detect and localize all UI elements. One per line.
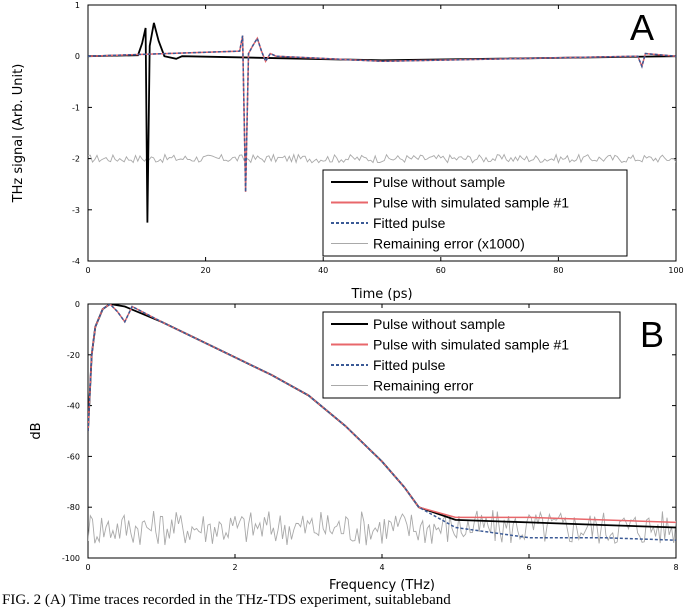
legend-entry: Remaining error (x1000) (373, 236, 525, 252)
panel-letter: B (640, 314, 664, 355)
y-tick-label: -40 (67, 402, 80, 411)
legend-box (322, 311, 621, 399)
x-tick-label: 60 (436, 266, 446, 275)
x-tick-label: 2 (232, 563, 237, 572)
x-tick-label: 80 (553, 266, 563, 275)
series-line-3 (88, 304, 676, 541)
y-tick-label: 0 (75, 300, 80, 309)
legend: Pulse without sample Pulse with simulated… (322, 169, 628, 257)
x-axis-label: Frequency (THz) (329, 578, 435, 592)
legend-entry: Pulse with simulated sample #1 (373, 337, 569, 353)
figure-caption: FIG. 2 (A) Time traces recorded in the T… (2, 592, 451, 608)
plot-area (88, 304, 676, 546)
x-tick-label: 8 (673, 563, 678, 572)
panel-b-chart: 0 2 4 6 8 0 -20 -40 -60 -80 -100 Frequency (THz) dB P… (29, 300, 679, 592)
y-tick-label: 1 (75, 1, 80, 10)
y-tick-label: -3 (72, 206, 80, 215)
y-tick-label: 0 (75, 52, 80, 61)
panel-a-chart: 0 20 40 60 80 100 1 0 -1 -2 -3 -4 Time (ps) THz signa… (11, 1, 684, 302)
legend-entry: Pulse without sample (373, 316, 506, 332)
y-tick-label: -100 (62, 554, 80, 563)
y-tick-label: -20 (67, 351, 80, 360)
y-tick-label: -1 (72, 103, 80, 112)
series-line-4 (88, 153, 676, 165)
legend-box (322, 169, 628, 257)
x-axis-label: Time (ps) (350, 287, 412, 302)
legend-entry: Fitted pulse (373, 357, 446, 373)
legend: Pulse without sample Pulse with simulated… (322, 311, 621, 399)
series-line-4 (88, 510, 676, 546)
series-line-3 (88, 35, 676, 192)
y-tick-label: -80 (67, 503, 80, 512)
legend-entry: Fitted pulse (373, 215, 446, 231)
x-tick-label: 6 (526, 563, 531, 572)
x-tick-label: 20 (201, 266, 211, 275)
x-tick-label: 4 (379, 563, 384, 572)
x-tick-label: 0 (85, 266, 90, 275)
panel-letter: A (630, 7, 654, 48)
y-tick-label: -4 (72, 257, 80, 266)
y-axis-label: dB (29, 422, 44, 439)
legend-entry: Pulse with simulated sample #1 (373, 195, 569, 211)
x-tick-label: 40 (318, 266, 328, 275)
x-tick-label: 100 (668, 266, 683, 275)
y-tick-label: -60 (67, 452, 80, 461)
y-tick-label: -2 (72, 155, 80, 164)
legend-entry: Pulse without sample (373, 174, 506, 190)
plot-area (88, 22, 676, 223)
series-line-1 (88, 22, 676, 223)
x-tick-label: 0 (85, 563, 90, 572)
plot-frame (87, 4, 677, 262)
y-axis-label: THz signal (Arb. Unit) (11, 64, 26, 204)
legend-entry: Remaining error (373, 378, 474, 394)
